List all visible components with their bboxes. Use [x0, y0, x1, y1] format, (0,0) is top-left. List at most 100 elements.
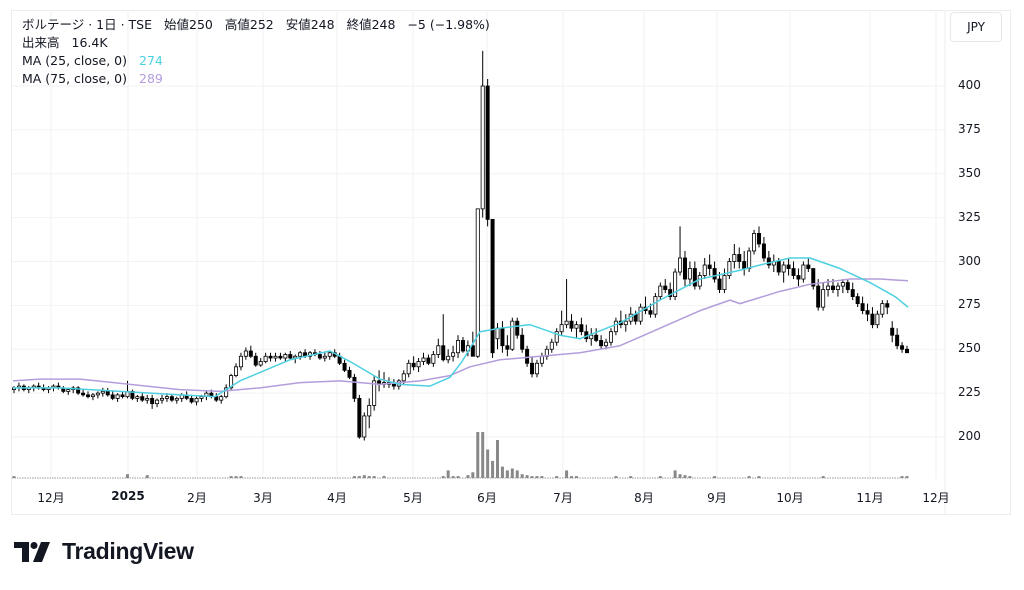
candle: [574, 324, 579, 329]
price-tick-label: 350: [958, 165, 981, 180]
candle: [880, 303, 885, 315]
volume-bar: [530, 476, 534, 478]
ohlc-row: ボルテージ · 1日 · TSE 始値250 高値252 安値248 終値248…: [22, 16, 490, 34]
candle: [480, 85, 485, 210]
candle: [692, 268, 697, 287]
volume-bar: [234, 476, 238, 478]
volume-label: 出来高: [22, 35, 60, 50]
currency-button[interactable]: JPY: [950, 12, 1002, 42]
candle: [120, 394, 125, 398]
candle: [638, 306, 643, 322]
candle: [895, 334, 900, 347]
price-tick-label: 325: [958, 209, 981, 224]
candle: [100, 390, 105, 394]
ma75-row: MA (75, close, 0) 289: [22, 70, 490, 88]
candle: [174, 397, 179, 401]
candle: [520, 334, 525, 350]
candle: [579, 324, 584, 333]
candle: [678, 257, 683, 273]
price-tick-label: 300: [958, 253, 981, 268]
volume-bar: [757, 476, 761, 478]
volume-bar: [466, 475, 470, 478]
candle: [258, 361, 263, 366]
volume-bar: [382, 476, 386, 478]
candle: [140, 396, 145, 401]
volume-bar: [905, 476, 909, 478]
volume-bar: [145, 475, 149, 478]
candle: [362, 415, 367, 438]
time-tick-label: 6月: [477, 491, 497, 505]
candle: [796, 275, 801, 280]
candle: [766, 257, 771, 266]
volume-bar: [535, 476, 539, 478]
candle: [806, 264, 811, 269]
candle: [653, 296, 658, 315]
candle: [391, 383, 396, 387]
candle: [722, 275, 727, 290]
candle: [811, 268, 816, 287]
time-tick-label: 7月: [553, 491, 573, 505]
candle: [525, 348, 530, 364]
candle: [608, 331, 613, 343]
candle: [673, 271, 678, 297]
candle: [816, 285, 821, 308]
candle: [554, 331, 559, 343]
volume-bar: [481, 432, 485, 478]
candle: [682, 257, 687, 280]
candle: [342, 362, 347, 371]
candle: [717, 278, 722, 290]
candle: [855, 296, 860, 305]
candle: [594, 334, 599, 341]
candle: [219, 396, 224, 401]
volume-bar: [357, 476, 361, 478]
time-tick-label: 11月: [856, 491, 884, 505]
chart-frame: [11, 10, 1011, 515]
candle: [648, 310, 653, 315]
volume-bar: [713, 476, 717, 478]
candle: [90, 394, 95, 398]
candle: [515, 320, 520, 336]
high-value: 252: [249, 17, 274, 32]
candle: [451, 352, 456, 357]
candle: [742, 261, 747, 269]
candle: [613, 320, 618, 333]
candle: [105, 390, 110, 396]
candle: [273, 355, 278, 359]
ma25-line: [13, 257, 909, 398]
candle: [288, 354, 293, 359]
candle: [564, 320, 569, 326]
ma75-value: 289: [139, 71, 163, 86]
volume-bar: [570, 476, 574, 478]
time-tick-label: 8月: [634, 491, 654, 505]
candle: [357, 397, 362, 438]
candle: [431, 354, 436, 364]
candle: [905, 348, 910, 354]
volume-bar: [658, 476, 662, 478]
candle: [421, 357, 426, 362]
tradingview-logo[interactable]: TradingView: [14, 538, 194, 565]
price-tick-label: 225: [958, 385, 981, 400]
candle: [850, 289, 855, 297]
volume-bar: [520, 474, 524, 478]
time-tick-label: 9月: [707, 491, 727, 505]
candle: [283, 354, 288, 359]
volume-bar: [678, 474, 682, 478]
candle: [791, 268, 796, 276]
volume-bar: [688, 476, 692, 478]
candle: [347, 369, 352, 378]
volume-bar: [821, 476, 825, 478]
candle: [76, 387, 81, 394]
candle: [460, 340, 465, 352]
tradingview-logo-icon: [14, 541, 50, 562]
volume-bar: [510, 468, 514, 478]
candle: [169, 396, 174, 401]
volume-bar: [555, 476, 559, 478]
volume-bar: [505, 470, 509, 478]
candle: [539, 355, 544, 364]
volume-bar: [629, 476, 633, 478]
volume-value: 16.4K: [71, 35, 108, 50]
volume-bar: [614, 476, 618, 478]
volume-bar: [456, 476, 460, 478]
volume-bar: [451, 476, 455, 478]
